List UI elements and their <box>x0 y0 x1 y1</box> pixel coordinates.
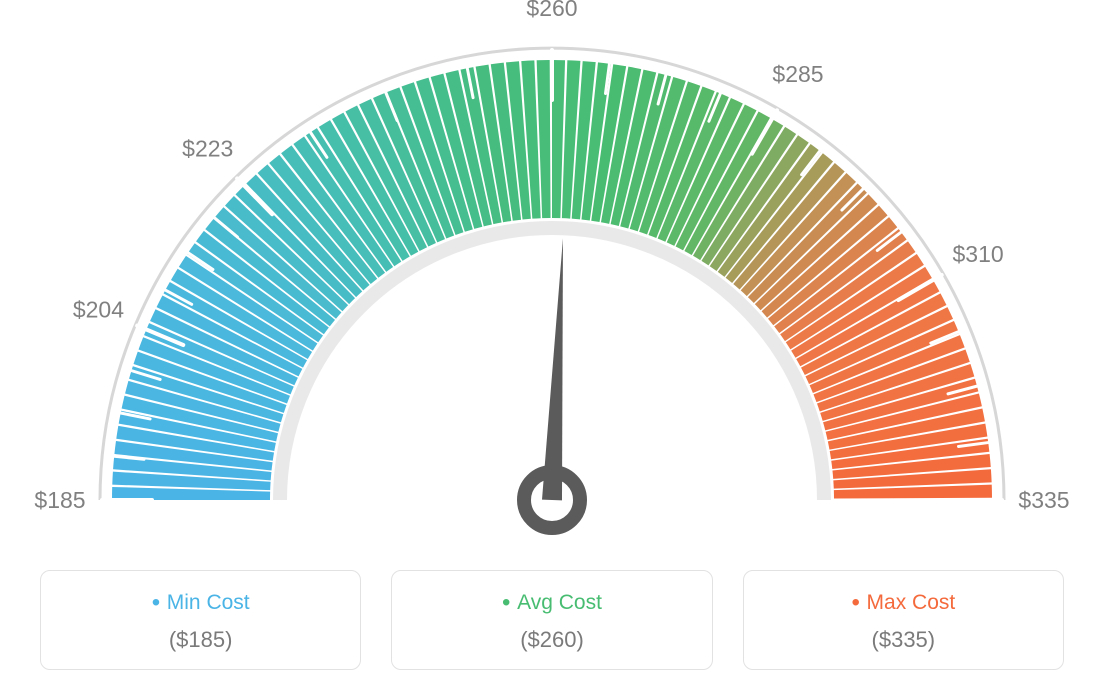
gauge-tick-label: $223 <box>182 135 233 161</box>
gauge-needle <box>542 238 563 500</box>
gauge-tick-label: $335 <box>1018 487 1069 513</box>
gauge-tick-label: $204 <box>73 296 124 322</box>
gauge-svg: $185 $204 $223 $260 $285 $310 $335 <box>0 0 1104 560</box>
gauge-tick-label: $310 <box>952 241 1003 267</box>
legend-min-value: ($185) <box>41 627 360 653</box>
legend-card-min: Min Cost ($185) <box>40 570 361 670</box>
gauge-tick-label: $260 <box>526 0 577 21</box>
gauge-tick-label: $285 <box>772 61 823 87</box>
legend-max-value: ($335) <box>744 627 1063 653</box>
gauge-chart: $185 $204 $223 $260 $285 $310 $335 <box>0 0 1104 560</box>
legend-avg-label: Avg Cost <box>392 589 711 617</box>
legend-card-avg: Avg Cost ($260) <box>391 570 712 670</box>
legend-row: Min Cost ($185) Avg Cost ($260) Max Cost… <box>0 560 1104 670</box>
gauge-tick-label: $185 <box>34 487 85 513</box>
legend-card-max: Max Cost ($335) <box>743 570 1064 670</box>
legend-max-label: Max Cost <box>744 589 1063 617</box>
legend-avg-value: ($260) <box>392 627 711 653</box>
legend-min-label: Min Cost <box>41 589 360 617</box>
